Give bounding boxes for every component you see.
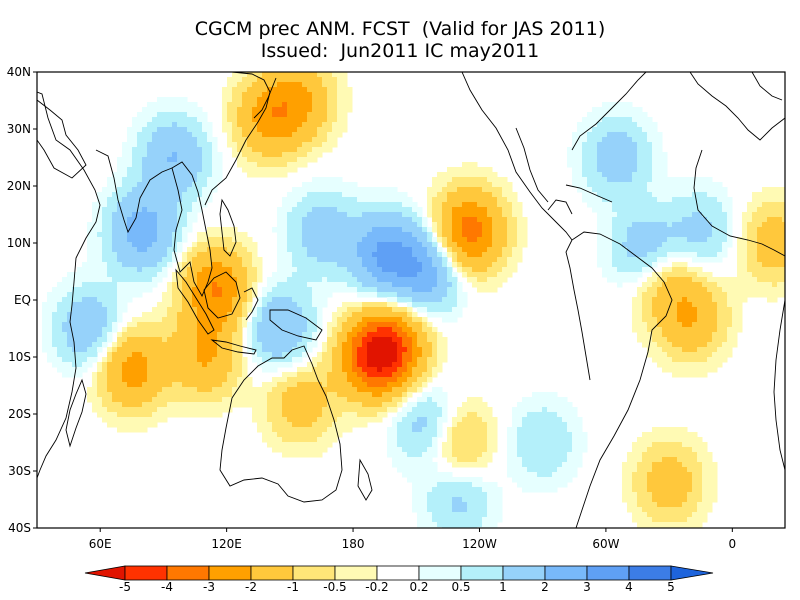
- colorbar-swatch: [250, 565, 294, 581]
- lon-tick-label: 0: [729, 537, 737, 551]
- colorbar-label: -0.2: [365, 580, 388, 594]
- colorbar-swatch: [460, 565, 504, 581]
- colorbar-label: 0.2: [409, 580, 428, 594]
- colorbar-swatch: [586, 565, 630, 581]
- colorbar-swatch: [418, 565, 462, 581]
- colorbar-label: 1: [499, 580, 507, 594]
- colorbar: -5 -4 -3 -2 -1 -0.5 -0.2 0.2 0.5 1 2 3 4 5: [84, 565, 714, 594]
- colorbar-swatch: [628, 565, 672, 581]
- lat-tick-label: 10S: [8, 350, 31, 364]
- anomaly-field: [37, 72, 785, 528]
- colorbar-swatch: [166, 565, 210, 581]
- colorbar-label: 4: [625, 580, 633, 594]
- colorbar-swatch: [292, 565, 336, 581]
- lat-tick-label: 20S: [8, 407, 31, 421]
- lat-tick-label: 30N: [7, 122, 31, 136]
- colorbar-swatch: [502, 565, 546, 581]
- lat-tick-label: 10N: [7, 236, 31, 250]
- colorbar-label: 0.5: [451, 580, 470, 594]
- colorbar-swatch: [334, 565, 378, 581]
- colorbar-label: -3: [203, 580, 215, 594]
- lat-tick-label: 30S: [8, 464, 31, 478]
- colorbar-arrow-right: [670, 565, 714, 581]
- lon-tick-label: 120W: [462, 537, 497, 551]
- lat-tick-label: EQ: [14, 293, 31, 307]
- lon-tick-label: 60W: [592, 537, 619, 551]
- lon-tick-label: 180: [342, 537, 365, 551]
- colorbar-swatch: [544, 565, 588, 581]
- colorbar-swatch: [376, 565, 420, 581]
- lat-tick-label: 40N: [7, 65, 31, 79]
- colorbar-label: -5: [119, 580, 131, 594]
- colorbar-label: -2: [245, 580, 257, 594]
- colorbar-label: -1: [287, 580, 299, 594]
- latitude-axis: 40N 30N 20N 10N EQ 10S 20S 30S 40S: [7, 65, 37, 535]
- colorbar-swatch: [208, 565, 252, 581]
- lat-tick-label: 40S: [8, 521, 31, 535]
- colorbar-label: -0.5: [323, 580, 346, 594]
- colorbar-label: -4: [161, 580, 173, 594]
- colorbar-arrow-left: [84, 565, 126, 581]
- lat-tick-label: 20N: [7, 179, 31, 193]
- colorbar-swatch: [124, 565, 168, 581]
- colorbar-label: 3: [583, 580, 591, 594]
- colorbar-label: 2: [541, 580, 549, 594]
- chart-subtitle: Issued: Jun2011 IC may2011: [260, 40, 540, 62]
- coastlines: [37, 72, 785, 528]
- longitude-axis: 60E 120E 180 120W 60W 0: [89, 528, 736, 551]
- lon-tick-label: 60E: [89, 537, 112, 551]
- chart-title: CGCM prec ANM. FCST (Valid for JAS 2011): [194, 18, 606, 40]
- colorbar-label: 5: [667, 580, 675, 594]
- lon-tick-label: 120E: [211, 537, 242, 551]
